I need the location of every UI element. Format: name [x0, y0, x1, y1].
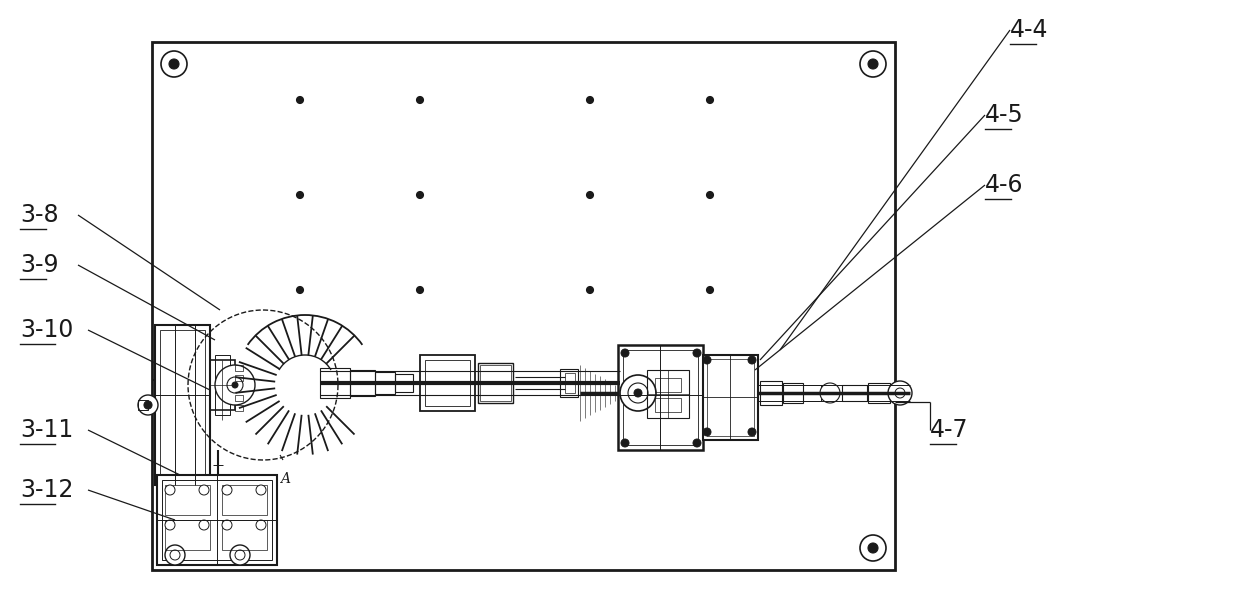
Circle shape — [587, 286, 594, 294]
Circle shape — [236, 550, 246, 560]
Bar — [320, 368, 350, 398]
Circle shape — [198, 485, 210, 495]
Circle shape — [693, 349, 701, 357]
Circle shape — [888, 381, 911, 405]
Circle shape — [296, 96, 304, 104]
Bar — [160, 330, 205, 480]
Bar — [618, 345, 703, 450]
Circle shape — [222, 520, 232, 530]
Circle shape — [255, 520, 267, 530]
Circle shape — [255, 485, 267, 495]
Text: 3-9: 3-9 — [20, 253, 58, 277]
Circle shape — [627, 383, 649, 403]
Bar — [236, 365, 243, 371]
Bar — [162, 480, 272, 560]
Circle shape — [620, 375, 656, 411]
Circle shape — [170, 550, 180, 560]
Circle shape — [707, 191, 713, 199]
Bar — [165, 485, 210, 515]
Text: 3-11: 3-11 — [20, 418, 73, 442]
Circle shape — [165, 545, 185, 565]
Circle shape — [693, 439, 701, 447]
Circle shape — [587, 96, 594, 104]
Circle shape — [161, 535, 187, 561]
Circle shape — [296, 286, 304, 294]
Circle shape — [229, 545, 250, 565]
Bar — [222, 485, 267, 515]
Bar — [655, 398, 681, 412]
Circle shape — [222, 485, 232, 495]
Text: 4-5: 4-5 — [985, 103, 1024, 127]
Text: 3-10: 3-10 — [20, 318, 73, 342]
Circle shape — [868, 59, 878, 69]
Circle shape — [707, 286, 713, 294]
Bar — [782, 383, 804, 403]
Text: 4-7: 4-7 — [930, 418, 968, 442]
Bar — [647, 370, 689, 418]
Bar — [157, 475, 277, 565]
Bar — [760, 381, 782, 405]
Circle shape — [707, 96, 713, 104]
Bar — [560, 369, 578, 397]
Bar — [350, 370, 374, 396]
Circle shape — [169, 59, 179, 69]
Bar — [236, 395, 243, 401]
Text: 4-6: 4-6 — [985, 173, 1023, 197]
Bar — [420, 355, 475, 411]
Bar — [425, 360, 470, 406]
Circle shape — [165, 520, 175, 530]
Bar — [236, 405, 243, 411]
Bar — [622, 350, 698, 445]
Bar — [165, 520, 210, 550]
Bar — [374, 372, 396, 394]
Circle shape — [165, 485, 175, 495]
Text: 4-4: 4-4 — [1011, 18, 1049, 42]
Bar — [155, 325, 210, 485]
Circle shape — [296, 191, 304, 199]
Circle shape — [161, 51, 187, 77]
Circle shape — [215, 365, 255, 405]
Bar — [153, 42, 895, 570]
Bar — [236, 375, 243, 381]
Circle shape — [634, 389, 642, 397]
Circle shape — [198, 520, 210, 530]
Circle shape — [861, 535, 887, 561]
Text: A: A — [280, 472, 290, 486]
Bar — [138, 400, 148, 410]
Circle shape — [861, 51, 887, 77]
Text: 3-12: 3-12 — [20, 478, 73, 502]
Circle shape — [169, 543, 179, 553]
Bar — [707, 359, 754, 436]
Text: 3-8: 3-8 — [20, 203, 58, 227]
Circle shape — [621, 349, 629, 357]
Circle shape — [144, 401, 153, 409]
Circle shape — [587, 191, 594, 199]
Bar — [222, 520, 267, 550]
Bar — [842, 385, 867, 401]
Circle shape — [703, 356, 711, 364]
Circle shape — [895, 388, 905, 398]
Bar — [804, 385, 821, 401]
Bar — [480, 365, 511, 401]
Circle shape — [868, 543, 878, 553]
Circle shape — [703, 428, 711, 436]
Circle shape — [417, 286, 424, 294]
Bar — [477, 363, 513, 403]
Circle shape — [748, 356, 756, 364]
Bar — [565, 373, 575, 393]
Circle shape — [621, 439, 629, 447]
Circle shape — [417, 191, 424, 199]
Bar — [655, 378, 681, 392]
Circle shape — [138, 395, 157, 415]
Circle shape — [748, 428, 756, 436]
Bar — [703, 355, 758, 440]
Circle shape — [227, 377, 243, 393]
Circle shape — [232, 382, 238, 388]
Bar — [210, 360, 236, 410]
Bar — [215, 355, 229, 415]
Circle shape — [820, 383, 839, 403]
Bar — [396, 374, 413, 392]
Circle shape — [417, 96, 424, 104]
Bar — [868, 383, 890, 403]
